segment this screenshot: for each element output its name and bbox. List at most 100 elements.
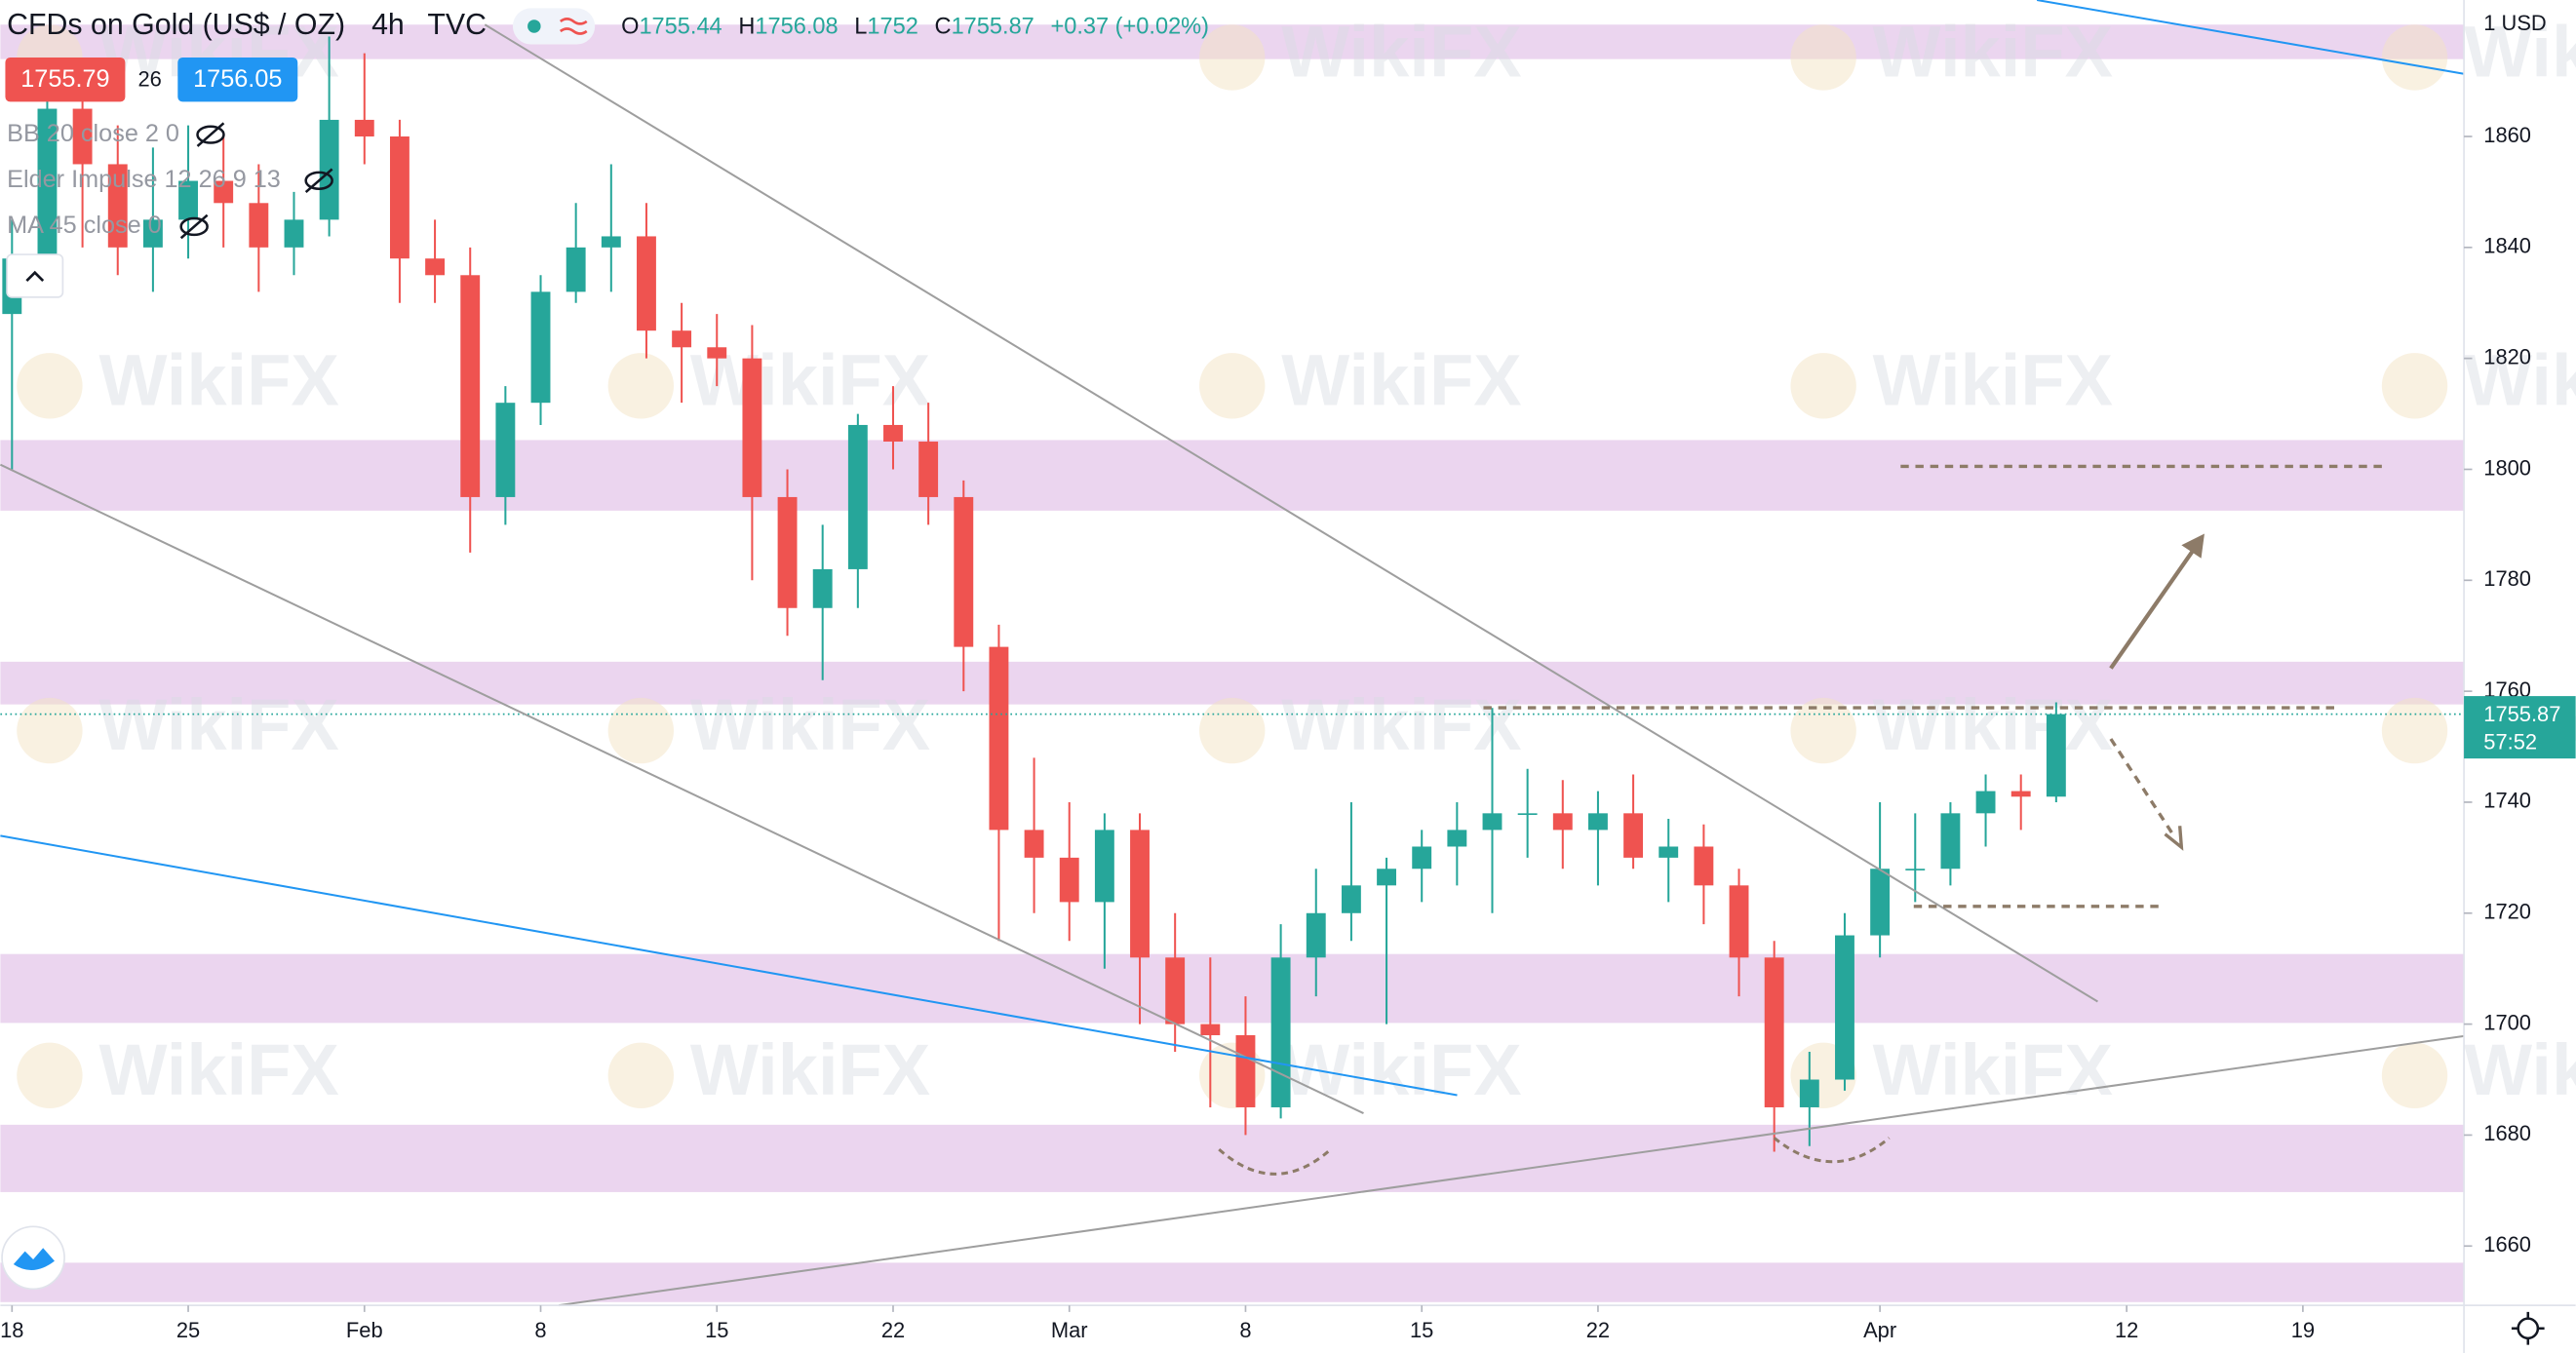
sell-button[interactable] xyxy=(5,57,126,102)
candle-body xyxy=(1306,912,1326,958)
collapse-icon xyxy=(25,270,45,282)
collapse-button[interactable] xyxy=(6,253,64,298)
logo-button[interactable] xyxy=(1,1225,65,1291)
spread: 26 xyxy=(137,66,161,91)
x-tick-label: Apr xyxy=(1863,1318,1896,1342)
watermark-logo xyxy=(607,1042,675,1109)
watermark-logo xyxy=(1790,353,1856,419)
eye-slash xyxy=(179,213,209,240)
candle-body xyxy=(1517,813,1538,816)
y-tick-label: 1780 xyxy=(2483,566,2531,591)
watermark: WikiFX xyxy=(1281,1029,1521,1110)
buy-price: 1756.05 xyxy=(193,65,282,93)
candle-body xyxy=(1552,813,1573,831)
axis-unit: 1 USD xyxy=(2483,11,2546,35)
candle-body xyxy=(1587,813,1608,831)
arrow xyxy=(2109,542,2200,670)
watermark: WikiFX xyxy=(2464,339,2576,420)
x-tick-label: Mar xyxy=(1051,1318,1088,1342)
candle-body xyxy=(1059,857,1079,903)
hidden-icons xyxy=(179,122,333,240)
x-tick-label: 18 xyxy=(0,1318,23,1342)
trend-line xyxy=(0,834,1458,1097)
watermark: WikiFX xyxy=(690,339,930,420)
ohlc-value: 1755.44 xyxy=(639,14,722,39)
candle-body xyxy=(1729,885,1749,958)
candle-body xyxy=(637,236,656,331)
ohlc-key: H xyxy=(738,14,755,39)
arc xyxy=(1218,1147,1332,1176)
candle-body xyxy=(918,442,939,497)
candle-body xyxy=(1694,846,1714,886)
drawings xyxy=(0,0,2465,1307)
source: TVC xyxy=(427,9,487,41)
arrow xyxy=(2109,738,2177,838)
zone xyxy=(0,1262,2465,1302)
settings-icon xyxy=(2511,1311,2545,1345)
buy-button[interactable] xyxy=(177,57,298,102)
watermark-logo xyxy=(2381,353,2448,419)
candle-body xyxy=(812,568,833,608)
indicator[interactable]: MA 45 close 0 xyxy=(7,212,162,239)
watermark: WikiFX xyxy=(2464,12,2576,93)
candle-body xyxy=(954,496,974,647)
candle-body xyxy=(495,403,516,497)
candle-body xyxy=(1412,846,1432,870)
indicator[interactable]: Elder Impulse 12 26 9 13 xyxy=(7,166,281,193)
y-tick-label: 1660 xyxy=(2483,1232,2531,1256)
x-tick-label: 8 xyxy=(534,1318,546,1342)
y-tick-label: 1720 xyxy=(2483,900,2531,924)
watermark-logo xyxy=(2381,697,2448,764)
watermark: WikiFX xyxy=(1873,1029,2113,1110)
indicator[interactable]: BB 20 close 2 0 xyxy=(7,120,179,147)
candle-body xyxy=(1623,813,1644,858)
last-price-box xyxy=(2464,696,2576,759)
candle-body xyxy=(1659,846,1679,858)
ohlc-key: C xyxy=(935,14,952,39)
candle-body xyxy=(2010,791,2031,797)
candle-body xyxy=(1835,935,1854,1080)
x-tick-label: 12 xyxy=(2115,1318,2138,1342)
header: CFDs on Gold (US$ / OZ) 4h TVC O1755.44 … xyxy=(5,8,1209,298)
candle-body xyxy=(601,236,621,248)
x-tick-label: 8 xyxy=(1239,1318,1251,1342)
candle-body xyxy=(566,247,586,292)
watermark: WikiFX xyxy=(98,1029,338,1110)
watermark-logo xyxy=(1199,24,1266,91)
candle-body xyxy=(1235,1034,1256,1107)
y-tick-label: 1680 xyxy=(2483,1121,2531,1145)
y-tick-label: 1860 xyxy=(2483,123,2531,147)
eye-icon[interactable] xyxy=(304,171,333,190)
candle-body xyxy=(1094,830,1114,903)
watermark-logo xyxy=(607,353,675,419)
watermark: WikiFX xyxy=(98,339,338,420)
x-tick-label: Feb xyxy=(346,1318,383,1342)
eye-icon[interactable] xyxy=(196,125,225,144)
y-tick-label: 1820 xyxy=(2483,344,2531,368)
candle-body xyxy=(989,646,1009,831)
arc xyxy=(1773,1137,1891,1164)
status-pill[interactable] xyxy=(512,8,596,45)
zone xyxy=(0,440,2465,511)
last-price-label: 1755.87 xyxy=(2483,702,2560,726)
x-tick-label: 22 xyxy=(881,1318,905,1342)
logo xyxy=(13,1248,55,1271)
candle-body xyxy=(214,180,234,204)
candle-body xyxy=(672,330,692,348)
watermark: WikiFX xyxy=(1281,12,1521,93)
watermark: WikiFX xyxy=(1873,684,2113,765)
watermark: WikiFX xyxy=(690,684,930,765)
x-tick-label: 15 xyxy=(705,1318,728,1342)
status-dot xyxy=(527,19,541,33)
interval: 4h xyxy=(371,9,405,41)
eye-icon[interactable] xyxy=(179,216,209,237)
x-tick-label: 22 xyxy=(1586,1318,1610,1342)
candle-body xyxy=(1870,869,1891,936)
candle-body xyxy=(284,219,304,248)
candle-body xyxy=(1975,791,1996,814)
candle-body xyxy=(107,164,128,248)
eye-slash xyxy=(196,122,225,147)
candle-body xyxy=(37,108,58,259)
